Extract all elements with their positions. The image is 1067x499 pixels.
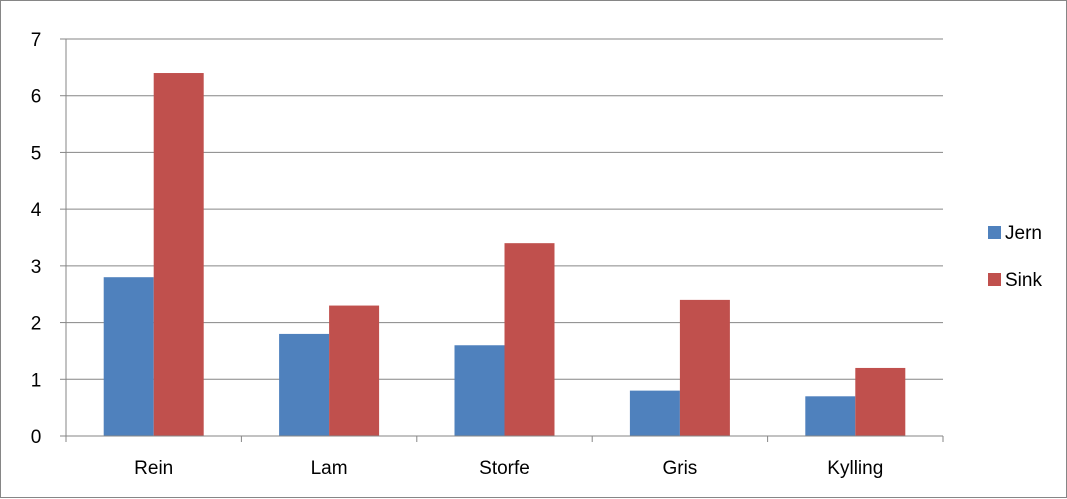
y-tick-label: 4 — [31, 200, 42, 221]
legend-swatch — [988, 226, 1001, 239]
bar-sink-storfe — [504, 243, 555, 436]
bar-jern-storfe — [454, 345, 505, 436]
axes: 0 1 2 3 4 5 6 7 Rein Lam Storfe Gris Kylling — [31, 30, 944, 479]
bar-jern-lam — [279, 333, 330, 436]
y-tick-label: 1 — [31, 370, 42, 391]
x-category-label: Storfe — [479, 458, 530, 479]
legend-label: Sink — [1005, 270, 1042, 291]
bar-sink-kylling — [855, 367, 906, 436]
legend-swatch — [988, 273, 1001, 286]
bar-sink-rein — [153, 73, 204, 437]
x-category-label: Gris — [662, 458, 697, 479]
bar-jern-rein — [103, 277, 154, 436]
bar-jern-gris — [629, 390, 680, 436]
y-tick-label: 5 — [31, 143, 42, 164]
x-category-label: Rein — [134, 458, 173, 479]
x-category-label: Lam — [311, 458, 348, 479]
y-tick-label: 7 — [31, 30, 42, 51]
legend-label: Jern — [1005, 223, 1042, 244]
y-tick-label: 3 — [31, 257, 42, 278]
bar-jern-kylling — [805, 396, 856, 436]
y-tick-label: 6 — [31, 87, 42, 108]
y-tick-label: 2 — [31, 314, 42, 335]
y-tick-label: 0 — [31, 427, 42, 448]
bars — [103, 73, 906, 437]
bar-sink-gris — [679, 299, 730, 436]
x-category-label: Kylling — [827, 458, 883, 479]
legend: Jern Sink — [988, 223, 1042, 291]
bar-sink-lam — [329, 305, 380, 436]
